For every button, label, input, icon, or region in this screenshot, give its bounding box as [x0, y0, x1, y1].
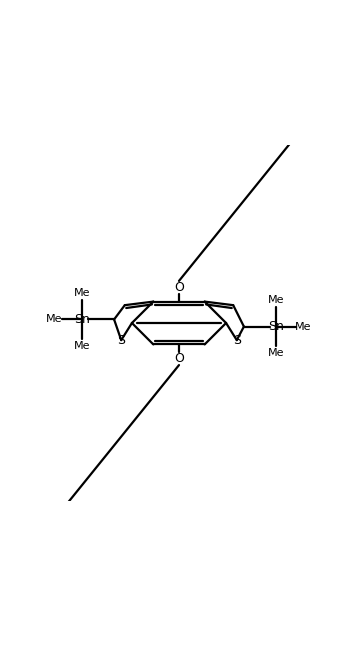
Text: Me: Me: [295, 322, 312, 331]
Text: O: O: [174, 352, 184, 365]
Text: Me: Me: [74, 287, 90, 298]
Text: Me: Me: [74, 341, 90, 351]
Text: S: S: [117, 333, 125, 347]
Text: O: O: [174, 281, 184, 294]
Text: Me: Me: [268, 295, 284, 305]
Text: Me: Me: [46, 315, 63, 324]
Text: S: S: [233, 333, 241, 347]
Text: Sn: Sn: [268, 320, 284, 333]
Text: Me: Me: [268, 348, 284, 359]
Text: Sn: Sn: [74, 313, 90, 326]
